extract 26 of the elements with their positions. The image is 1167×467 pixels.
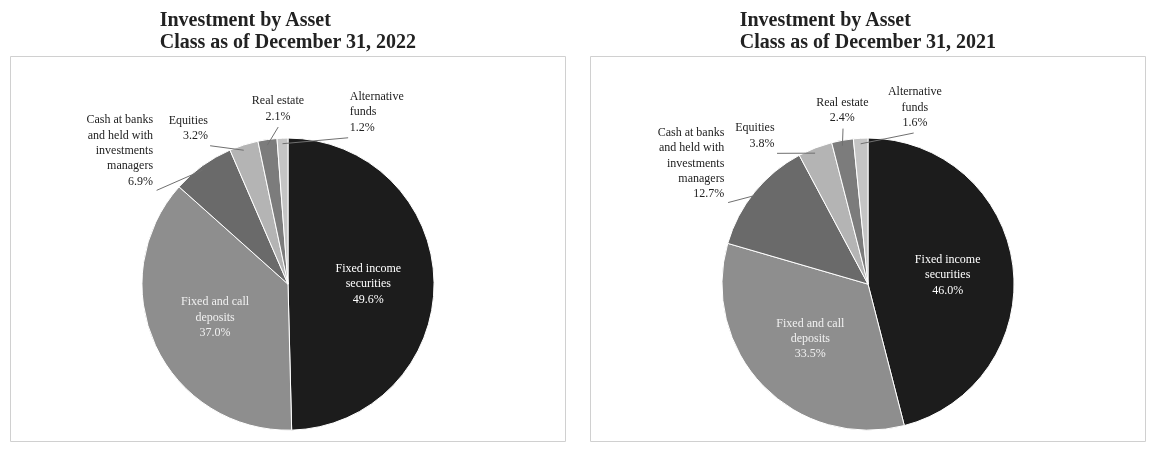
- slice-label: Fixed and call deposits: [181, 294, 250, 324]
- data-label: 3.8%: [749, 135, 775, 150]
- slice-label: Real estate: [816, 95, 869, 110]
- chart-title: Investment by Asset Class as of December 31, 2022: [159, 7, 416, 52]
- data-label: 2.4%: [829, 110, 855, 125]
- slice-label: Cash at banks and held with investments managers: [657, 124, 725, 185]
- data-label: 3.2%: [183, 128, 209, 143]
- slice-label: Equities: [168, 112, 209, 127]
- slice-label: Real estate: [251, 93, 305, 108]
- data-label: 6.9%: [128, 173, 154, 188]
- data-label: 1.2%: [349, 119, 375, 134]
- data-label: 2.1%: [265, 108, 291, 123]
- data-label: 12.7%: [693, 186, 725, 201]
- slice-label: Fixed income securities: [335, 260, 402, 291]
- data-label: 46.0%: [932, 282, 964, 297]
- slice-label: Equities: [735, 120, 775, 135]
- slice-label: Alternative funds: [887, 84, 942, 114]
- data-label: 1.6%: [902, 114, 928, 129]
- data-label: 33.5%: [794, 346, 826, 361]
- data-label: 49.6%: [352, 291, 384, 306]
- data-label: 37.0%: [199, 324, 231, 339]
- slice-label: Fixed income securities: [914, 252, 981, 282]
- slice-label: Alternative funds: [349, 89, 404, 119]
- slice-label: Fixed and call deposits: [776, 315, 845, 345]
- chart-title: Investment by Asset Class as of December 31, 2021: [739, 7, 996, 52]
- slice-label: Cash at banks and held with investments managers: [86, 112, 154, 173]
